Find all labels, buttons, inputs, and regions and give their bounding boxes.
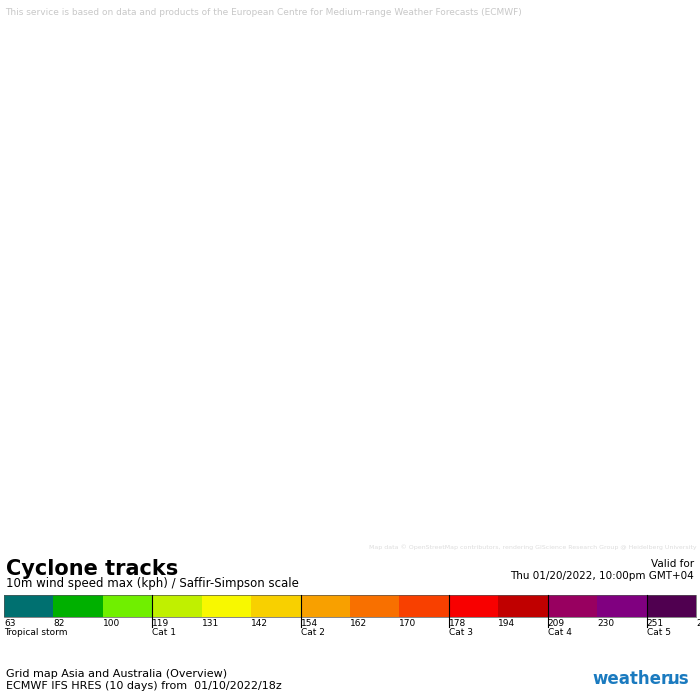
Bar	[547, 595, 597, 617]
Text: 10m wind speed max (kph) / Saffir-Simpson scale: 10m wind speed max (kph) / Saffir-Simpso…	[6, 577, 299, 590]
Bar	[153, 595, 202, 617]
Bar	[400, 595, 449, 617]
Text: Cat 4: Cat 4	[547, 628, 572, 637]
Bar	[53, 595, 103, 617]
Text: 131: 131	[202, 619, 219, 628]
Text: Cat 5: Cat 5	[647, 628, 671, 637]
Bar	[4, 595, 53, 617]
Bar	[647, 595, 696, 617]
Text: Cyclone tracks: Cyclone tracks	[6, 559, 178, 579]
Text: us: us	[668, 670, 690, 688]
Text: 154: 154	[300, 619, 318, 628]
Text: 194: 194	[498, 619, 515, 628]
Text: Cat 2: Cat 2	[300, 628, 324, 637]
Text: 119: 119	[153, 619, 169, 628]
Text: 178: 178	[449, 619, 466, 628]
Bar	[300, 595, 350, 617]
Text: 100: 100	[103, 619, 120, 628]
Text: 230: 230	[597, 619, 615, 628]
Bar	[202, 595, 251, 617]
Text: Thu 01/20/2022, 10:00pm GMT+04: Thu 01/20/2022, 10:00pm GMT+04	[510, 571, 694, 581]
Bar	[103, 595, 153, 617]
Text: 82: 82	[53, 619, 65, 628]
Text: 275: 275	[696, 619, 700, 628]
Text: Tropical storm: Tropical storm	[4, 628, 67, 637]
Text: 63: 63	[4, 619, 15, 628]
Text: 251: 251	[647, 619, 664, 628]
Text: 209: 209	[547, 619, 565, 628]
Bar	[597, 595, 647, 617]
Text: This service is based on data and products of the European Centre for Medium-ran: This service is based on data and produc…	[5, 8, 522, 17]
Text: weather.: weather.	[592, 670, 673, 688]
Bar	[251, 595, 300, 617]
Text: 162: 162	[350, 619, 367, 628]
Text: Cat 1: Cat 1	[153, 628, 176, 637]
Text: ECMWF IFS HRES (10 days) from  01/10/2022/18z: ECMWF IFS HRES (10 days) from 01/10/2022…	[6, 681, 281, 691]
Text: Valid for: Valid for	[651, 559, 694, 569]
Text: Cat 3: Cat 3	[449, 628, 473, 637]
Bar	[350, 595, 400, 617]
Text: 142: 142	[251, 619, 268, 628]
Text: Map data © OpenStreetMap contributors, rendering GIScience Research Group @ Heid: Map data © OpenStreetMap contributors, r…	[369, 544, 696, 550]
Text: Grid map Asia and Australia (Overview): Grid map Asia and Australia (Overview)	[6, 669, 227, 679]
Text: 170: 170	[400, 619, 416, 628]
Bar	[449, 595, 498, 617]
Bar	[498, 595, 547, 617]
Bar	[4, 595, 696, 617]
